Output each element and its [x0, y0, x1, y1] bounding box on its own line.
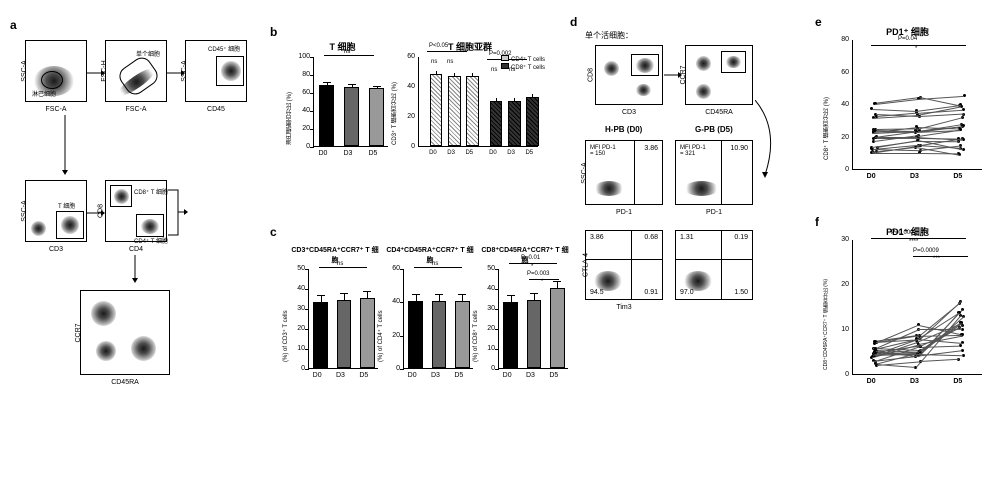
flow-plot-cd3: T 细胞 CD3 SSC-A — [25, 180, 87, 242]
d-plot-cd3-cd8: CD3 CD8 — [595, 45, 663, 105]
dot-plot-f: PD1⁺ 细胞 CD8⁺CD45RA⁺CCR7⁺ T 细胞百分比 (%) P<0… — [830, 225, 985, 395]
panel-f-label: f — [815, 215, 819, 229]
bar — [369, 88, 385, 146]
bar — [432, 301, 447, 368]
flow-plot-fsca-fsch: 单个细胞 FSC-A FSC-H — [105, 40, 167, 102]
bar — [550, 288, 565, 368]
d-quad-plot-1: 1.31 0.19 97.0 1.50 — [675, 230, 753, 300]
panel-c-label: c — [270, 225, 277, 239]
flow-plot-cd45ra-ccr7: CD45RA CCR7 — [80, 290, 170, 375]
bar — [503, 302, 518, 368]
d-quad-plot-0: 3.86 0.68 94.5 0.91 Tim3 CTLA-4 — [585, 230, 663, 300]
d-mid-label-0: H-PB (D0) — [605, 125, 642, 134]
dot-plot-e: PD1⁺ 细胞 CD8⁺ T 细胞百分比 (%) P=0.04 * 020406… — [830, 25, 985, 185]
chart-c-0: CD3⁺CD45RA⁺CCR7⁺ T 细胞 (%) of CD3⁺ T cell… — [290, 245, 380, 385]
chart-c-1: CD4⁺CD45RA⁺CCR7⁺ T 细胞 (%) of CD4⁺ T cell… — [385, 245, 475, 385]
d-arrow-curved — [755, 100, 785, 180]
bar — [337, 300, 352, 368]
flow-plot-fsc-ssc: 淋巴细胞 FSC-A SSC-A — [25, 40, 87, 102]
d-mid-label-1: G-PB (D5) — [695, 125, 733, 134]
bar — [313, 302, 328, 368]
flow-plot-cd45: CD45⁺ 细胞 CD45 SSC-A — [185, 40, 247, 102]
bar — [360, 298, 375, 368]
chart-b1: T 细胞 淋巴细胞百分比 (%) ns 020406080100D0D3D5 — [295, 40, 390, 160]
arrow-down-1 — [60, 115, 70, 175]
bar — [408, 301, 423, 368]
legend-b2: CD4⁺ T cells CD8⁺ T cells — [501, 55, 545, 71]
chart-b2: T 细胞亚群 CD3⁺ T 细胞百分比 (%) 0204060D0D3D5D0D… — [400, 40, 540, 160]
panel-d-label: d — [570, 15, 577, 29]
bracket-arrow — [168, 185, 188, 240]
panel-b-label: b — [270, 25, 277, 39]
flow-plot-cd4-cd8: CD8⁺ T 细胞 CD4⁺ T 细胞 CD4 CD8 — [105, 180, 167, 242]
bar — [344, 87, 360, 146]
bar — [527, 300, 542, 368]
chart-c-2: CD8⁺CD45RA⁺CCR7⁺ T 细胞 (%) of CD8⁺ T cell… — [480, 245, 570, 385]
panel-e-label: e — [815, 15, 822, 29]
bar — [455, 301, 470, 368]
panel-d-header: 单个活细胞： — [585, 30, 633, 41]
d-plot-cd45ra-ccr7: CD45RA CCR7 — [685, 45, 753, 105]
d-pd1-plot-0: MFI PD-1= 150 3.86 PD-1 SSC-A — [585, 140, 663, 205]
d-pd1-plot-1: MFI PD-1= 321 10.90 PD-1 — [675, 140, 753, 205]
panel-a-label: a — [10, 18, 17, 32]
arrow-down-2 — [130, 255, 140, 283]
bar — [319, 85, 335, 146]
